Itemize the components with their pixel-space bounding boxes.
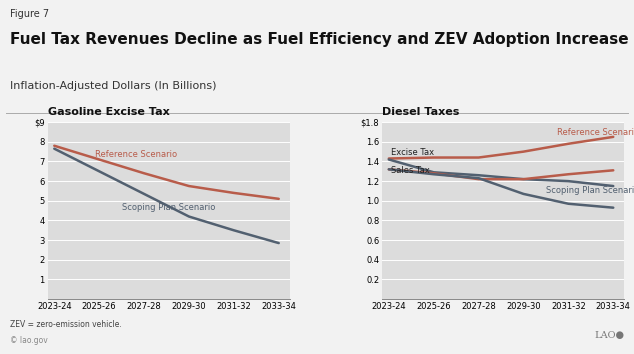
Text: Reference Scenario: Reference Scenario: [94, 150, 177, 159]
Text: LAO●: LAO●: [595, 331, 624, 340]
Text: Scoping Plan Scenario: Scoping Plan Scenario: [122, 202, 215, 212]
Text: Scoping Plan Scenario: Scoping Plan Scenario: [546, 186, 634, 195]
Text: Figure 7: Figure 7: [10, 9, 49, 19]
Text: Reference Scenario: Reference Scenario: [557, 128, 634, 137]
Text: ZEV = zero-emission vehicle.: ZEV = zero-emission vehicle.: [10, 320, 121, 329]
Text: Diesel Taxes: Diesel Taxes: [382, 107, 460, 117]
Text: Fuel Tax Revenues Decline as Fuel Efficiency and ZEV Adoption Increase: Fuel Tax Revenues Decline as Fuel Effici…: [10, 32, 628, 47]
Text: Sales Tax: Sales Tax: [391, 166, 430, 175]
Text: Inflation-Adjusted Dollars (In Billions): Inflation-Adjusted Dollars (In Billions): [10, 81, 216, 91]
Text: Excise Tax: Excise Tax: [391, 148, 434, 157]
Text: Gasoline Excise Tax: Gasoline Excise Tax: [48, 107, 169, 117]
Text: © lao.gov: © lao.gov: [10, 336, 48, 345]
